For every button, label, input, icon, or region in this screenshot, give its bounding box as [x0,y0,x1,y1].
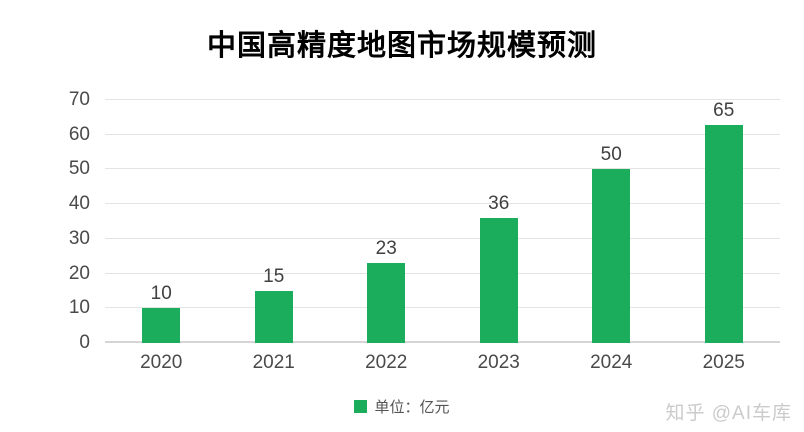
y-axis-tick-labels: 0 10 20 30 40 50 60 70 [30,89,90,353]
bar-value-label: 65 [713,100,735,121]
gridline [105,307,780,309]
gridline [105,168,780,170]
x-tick-label: 2024 [590,352,633,373]
y-tick-label: 40 [68,193,90,215]
bar [704,125,743,343]
gridline [105,237,780,239]
gridline [105,99,780,100]
x-axis-tick-labels: 2020 2021 2022 2023 2024 2025 [105,352,780,374]
y-tick-label: 10 [68,297,90,319]
bar-group-2023: 36 [443,100,556,343]
x-axis-line [105,341,780,343]
x-tick-label: 2021 [252,352,295,373]
bar-group-2024: 50 [555,100,668,343]
bar-value-label: 50 [600,144,622,166]
bar [142,308,181,343]
legend-label: 单位：亿元 [374,399,450,416]
bar-group-2020: 10 [105,100,218,343]
bar [592,169,631,343]
bar-value-label: 36 [488,193,510,215]
chart-title: 中国高精度地图市场规模预测 [206,30,597,62]
gridline [105,133,780,135]
x-tick-label: 2022 [365,352,408,373]
y-tick-label: 60 [68,123,90,145]
bar [479,218,518,343]
bar [254,290,293,343]
bar-group-2025: 65 [668,100,781,343]
legend: 单位：亿元 [0,396,804,417]
bar-group-2021: 15 [218,100,331,343]
bar-value-label: 10 [150,283,172,305]
bar-value-label: 23 [375,238,397,260]
y-tick-label: 50 [68,158,90,180]
y-tick-label: 70 [68,89,90,110]
gridline [105,272,780,274]
x-tick-label: 2023 [477,352,520,373]
bar [367,263,406,343]
x-tick-label: 2020 [140,352,183,373]
y-tick-label: 30 [68,227,90,249]
bar-value-label: 15 [263,265,285,287]
y-tick-label: 20 [68,262,90,284]
gridline [105,203,780,205]
bar-group-2022: 23 [330,100,443,343]
y-tick-label: 0 [79,332,90,353]
watermark: 知乎 @AI车库 [665,403,792,424]
legend-swatch-icon [354,400,368,413]
plot-area: 10 15 23 36 50 65 [105,99,780,343]
bar-series: 10 15 23 36 50 65 [105,100,780,343]
x-tick-label: 2025 [702,352,745,373]
